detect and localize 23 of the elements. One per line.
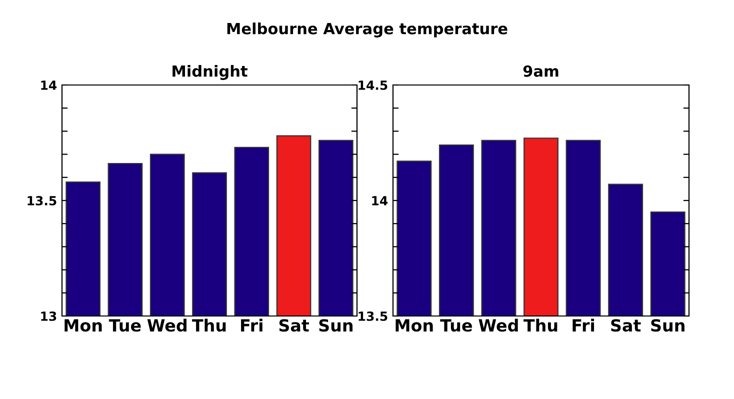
y-tick-label: 13.5 <box>358 311 388 321</box>
y-tick-label: 13 <box>41 311 56 321</box>
x-tick-label: Tue <box>108 319 141 332</box>
chart-title: 9am <box>523 65 558 77</box>
x-tick-label: Thu <box>524 318 558 332</box>
x-tick-label: Wed <box>147 318 186 332</box>
x-tick-label: Sun <box>651 319 684 332</box>
x-tick-label: Sat <box>611 319 641 332</box>
x-tick-label: Fri <box>572 318 594 332</box>
x-tick-label: Tue <box>440 319 472 332</box>
y-tick-label: 14.5 <box>358 80 388 90</box>
x-tick-label: Fri <box>241 318 262 332</box>
x-tick-label: Mon <box>396 319 433 332</box>
y-tick-label: 13.5 <box>28 196 56 206</box>
x-tick-label: Thu <box>192 318 226 332</box>
y-tick-label: 14 <box>372 196 388 206</box>
y-tick-label: 14 <box>41 80 57 90</box>
x-tick-label: Wed <box>478 318 518 332</box>
x-tick-label: Sat <box>279 319 310 332</box>
x-tick-label: Sun <box>319 319 352 332</box>
chart-subtitle: Melbourne Average temperature <box>227 22 508 38</box>
chart-title: Midnight <box>172 65 248 80</box>
x-tick-label: Mon <box>64 319 102 332</box>
